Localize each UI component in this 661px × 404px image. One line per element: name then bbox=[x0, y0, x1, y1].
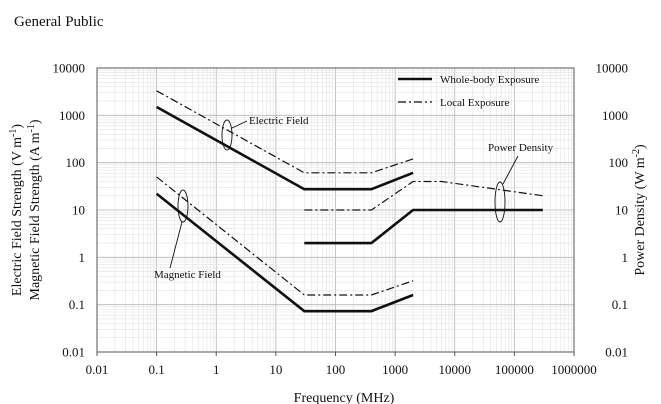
annotation-magnetic-field-leader bbox=[169, 221, 183, 269]
right-y-tick-label: 0.01 bbox=[605, 345, 628, 360]
grid-lines bbox=[96, 68, 574, 353]
series-line-magnetic-field-local bbox=[156, 176, 414, 296]
annotation-power-density: Power Density bbox=[488, 142, 554, 154]
annotation-magnetic-field: Magnetic Field bbox=[154, 269, 221, 281]
annotation-power-density-bracket bbox=[494, 181, 506, 223]
right-y-tick-label: 100 bbox=[609, 155, 629, 170]
series-line-power-density-whole-body bbox=[304, 208, 543, 245]
legend-label-local: Local Exposure bbox=[440, 97, 509, 109]
right-y-axis-ticks: 0.01 0.1 1 10 100 1000 10000 bbox=[596, 61, 629, 360]
series-line-electric-field-local bbox=[156, 90, 414, 174]
left-y-tick-label: 0.01 bbox=[62, 345, 85, 360]
x-tick-label: 100000 bbox=[495, 362, 534, 377]
legend: Whole-body Exposure Local Exposure bbox=[398, 74, 539, 109]
right-y-tick-label: 10000 bbox=[596, 61, 629, 76]
x-tick-label: 0.01 bbox=[86, 362, 109, 377]
x-tick-label: 0.1 bbox=[149, 362, 165, 377]
x-tick-label: 10 bbox=[269, 362, 282, 377]
x-tick-label: 1000 bbox=[382, 362, 408, 377]
left-y-tick-label: 100 bbox=[66, 155, 86, 170]
series-lines bbox=[155, 90, 543, 313]
left-y-axis-label-2: Magnetic Field Strength (A m-1) bbox=[26, 119, 43, 300]
right-y-tick-label: 10 bbox=[615, 203, 628, 218]
annotation-electric-field-leader bbox=[231, 120, 248, 129]
x-tick-label: 100 bbox=[326, 362, 346, 377]
left-y-tick-label: 10000 bbox=[53, 61, 86, 76]
series-line-power-density-local bbox=[304, 180, 543, 211]
right-y-tick-label: 1000 bbox=[602, 108, 628, 123]
left-y-tick-label: 1000 bbox=[59, 108, 85, 123]
right-y-axis-label: Power Density (W m-2) bbox=[631, 144, 648, 276]
annotation-electric-field: Electric Field bbox=[249, 115, 309, 127]
series-line-electric-field-whole-body bbox=[155, 105, 414, 191]
left-y-axis-ticks: 0.01 0.1 1 10 100 1000 10000 bbox=[53, 61, 86, 360]
right-y-tick-label: 0.1 bbox=[612, 297, 628, 312]
x-tick-label: 1 bbox=[213, 362, 220, 377]
left-y-tick-label: 1 bbox=[79, 250, 86, 265]
legend-label-whole-body: Whole-body Exposure bbox=[440, 74, 539, 86]
x-tick-label: 1000000 bbox=[551, 362, 597, 377]
left-y-tick-label: 10 bbox=[72, 203, 85, 218]
x-tick-label: 10000 bbox=[439, 362, 472, 377]
annotation-magnetic-field-bracket bbox=[177, 189, 189, 223]
left-y-axis-label-1: Electric Field Strength (V m-1) bbox=[8, 124, 25, 297]
series-line-magnetic-field-whole-body bbox=[155, 192, 414, 313]
right-y-tick-label: 1 bbox=[622, 250, 629, 265]
left-y-tick-label: 0.1 bbox=[69, 297, 85, 312]
chart-title: General Public bbox=[14, 14, 104, 30]
annotation-power-density-leader bbox=[502, 155, 519, 185]
x-axis-label: Frequency (MHz) bbox=[294, 391, 395, 404]
x-axis-ticks: 0.01 0.1 1 10 100 1000 10000 100000 1000000 bbox=[86, 352, 597, 377]
annotation-electric-field-bracket bbox=[221, 119, 233, 151]
